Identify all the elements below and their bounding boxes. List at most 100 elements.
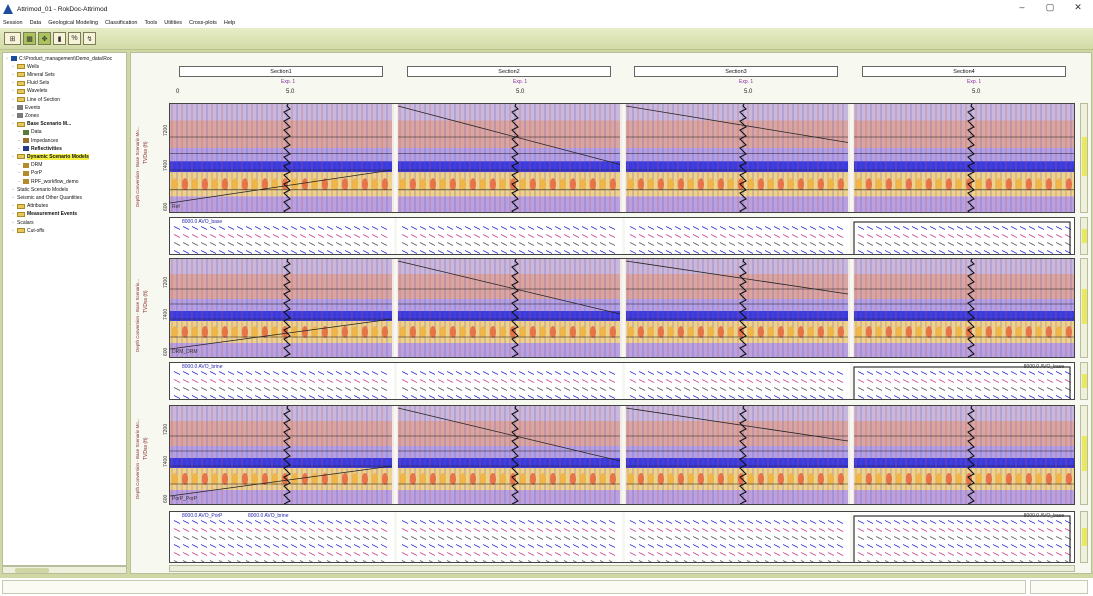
scroll-thumb[interactable] bbox=[1082, 436, 1087, 471]
section-header-3[interactable]: Section3 bbox=[634, 66, 838, 77]
plot-horizontal-scrollbar[interactable] bbox=[169, 565, 1075, 572]
seismic-track[interactable]: PorP_PorP bbox=[169, 405, 1075, 505]
expand-icon[interactable]: ◦ bbox=[18, 145, 20, 152]
tree-item[interactable]: ◦ Base Scenario M... bbox=[3, 121, 71, 128]
close-button[interactable]: ✕ bbox=[1074, 2, 1082, 12]
track-vertical-scrollbar[interactable] bbox=[1080, 258, 1088, 358]
title-bar: Attrimod_01 - RokDoc-Attrimod – ▢ ✕ bbox=[0, 0, 1093, 18]
minimize-button[interactable]: – bbox=[1019, 2, 1025, 12]
tree-item[interactable]: ◦ Line of Section bbox=[3, 96, 60, 103]
scroll-thumb[interactable] bbox=[15, 568, 49, 573]
grid-button[interactable]: ▦ bbox=[23, 32, 36, 45]
menu-help[interactable]: Help bbox=[223, 20, 236, 26]
expand-icon[interactable]: ◦ bbox=[12, 121, 14, 128]
expand-icon[interactable]: ◦ bbox=[18, 129, 20, 136]
layout-button[interactable]: ⊞ bbox=[4, 32, 21, 45]
seismic-track[interactable]: DRM_DRM bbox=[169, 258, 1075, 358]
section-divider bbox=[850, 363, 853, 399]
expand-icon[interactable]: ◦ bbox=[12, 80, 14, 87]
track-vertical-scrollbar[interactable] bbox=[1080, 362, 1088, 400]
menu-cross-plots[interactable]: Cross-plots bbox=[189, 20, 217, 26]
menu-geological-modeling[interactable]: Geological Modeling bbox=[48, 20, 99, 26]
tree-item[interactable]: ◦ Scalars bbox=[3, 219, 34, 226]
track-side-label: Depth Conversion - Base Scenario Mo... bbox=[135, 126, 140, 207]
expand-icon[interactable]: ◦ bbox=[12, 219, 14, 226]
expand-icon[interactable]: ◦ bbox=[12, 153, 14, 160]
scroll-thumb[interactable] bbox=[1082, 289, 1087, 324]
scroll-thumb[interactable] bbox=[1082, 374, 1087, 388]
expand-icon[interactable]: ◦ bbox=[12, 88, 14, 95]
tree-item[interactable]: ◦ Attributes bbox=[3, 203, 48, 210]
y-tick-label: 7400 bbox=[163, 160, 169, 172]
exp-label-1: Exp. 1 bbox=[281, 79, 296, 85]
scroll-thumb[interactable] bbox=[1082, 527, 1087, 546]
expand-icon[interactable]: ◦ bbox=[18, 137, 20, 144]
tree-item[interactable]: ◦ Static Scenario Models bbox=[3, 186, 68, 193]
battery-button[interactable]: ▮ bbox=[53, 32, 66, 45]
avo-gather-graphic bbox=[173, 221, 1072, 254]
menu-classification[interactable]: Classification bbox=[105, 20, 138, 26]
avo-track[interactable]: 8000.0 AVO_brine 8000.0 AVO_base bbox=[169, 362, 1075, 400]
y-tick-label: 7200 bbox=[163, 124, 169, 136]
section-header-1[interactable]: Section1 bbox=[179, 66, 383, 77]
track-vertical-scrollbar[interactable] bbox=[1080, 103, 1088, 213]
expand-icon[interactable]: ◦ bbox=[12, 227, 14, 234]
tree-item[interactable]: ◦ Zones bbox=[3, 112, 39, 119]
tree-item[interactable]: ◦ Data bbox=[3, 129, 41, 136]
tree-item[interactable]: ◦ DRM bbox=[3, 162, 42, 169]
expand-icon[interactable]: ◦ bbox=[6, 55, 8, 62]
menu-data[interactable]: Data bbox=[29, 20, 42, 26]
section-divider bbox=[622, 512, 625, 562]
menu-session[interactable]: Session bbox=[3, 20, 23, 26]
expand-icon[interactable]: ◦ bbox=[12, 194, 14, 201]
tree-item[interactable]: ◦ Seismic and Other Quantities bbox=[3, 194, 82, 201]
tree-item[interactable]: ◦ RPF_workflow_demo bbox=[3, 178, 78, 185]
tree-item[interactable]: ◦ Impedances bbox=[3, 137, 58, 144]
tree-item[interactable]: ◦ Mineral Sets bbox=[3, 71, 55, 78]
tool-button[interactable]: ↯ bbox=[83, 32, 96, 45]
avo-track[interactable]: 8000.0 AVO_PorP 8000.0 AVO_brine 8000.0 AV… bbox=[169, 511, 1075, 563]
tree-item[interactable]: ◦ Dynamic Scenario Models bbox=[3, 153, 89, 160]
tree-item[interactable]: ◦ Fluid Sets bbox=[3, 80, 49, 87]
expand-icon[interactable]: ◦ bbox=[12, 186, 14, 193]
seismic-track[interactable]: Ref bbox=[169, 103, 1075, 213]
tree-item[interactable]: ◦ Wavelets bbox=[3, 88, 47, 95]
tree-item[interactable]: ◦ Cut-offs bbox=[3, 227, 44, 234]
expand-icon[interactable]: ◦ bbox=[18, 162, 20, 169]
folder-icon bbox=[17, 121, 25, 127]
tree-item[interactable]: ◦ PorP bbox=[3, 170, 42, 177]
expand-icon[interactable]: ◦ bbox=[18, 178, 20, 185]
section-header-2[interactable]: Section2 bbox=[407, 66, 611, 77]
tree-horizontal-scrollbar[interactable] bbox=[2, 566, 127, 574]
tree-item[interactable]: ◦ Measurement Events bbox=[3, 211, 77, 218]
expand-icon[interactable]: ◦ bbox=[18, 170, 20, 177]
tree-item[interactable]: ◦ Reflectivities bbox=[3, 145, 62, 152]
menu-utilities[interactable]: Utilities bbox=[164, 20, 183, 26]
expand-icon[interactable]: ◦ bbox=[12, 71, 14, 78]
scroll-thumb[interactable] bbox=[1082, 137, 1087, 176]
tree-item-label: Fluid Sets bbox=[27, 80, 50, 87]
maximize-button[interactable]: ▢ bbox=[1045, 2, 1055, 12]
menu-tools[interactable]: Tools bbox=[144, 20, 158, 26]
expand-icon[interactable]: ◦ bbox=[12, 203, 14, 210]
impedance-icon bbox=[23, 138, 29, 143]
avo-track[interactable]: 8000.0 AVO_base bbox=[169, 217, 1075, 255]
expand-icon[interactable]: ◦ bbox=[12, 63, 14, 70]
expand-icon[interactable]: ◦ bbox=[12, 211, 14, 218]
tree-item-label: Attributes bbox=[27, 203, 49, 210]
expand-icon[interactable]: ◦ bbox=[12, 96, 14, 103]
percent-button[interactable]: % bbox=[68, 32, 81, 45]
exp-label-4: Exp. 1 bbox=[967, 79, 982, 85]
expand-icon[interactable]: ◦ bbox=[12, 112, 14, 119]
tree-item-label: Cut-offs bbox=[27, 227, 45, 234]
model-button[interactable]: ✥ bbox=[38, 32, 51, 45]
tree-item[interactable]: ◦ Wells bbox=[3, 63, 39, 70]
track-vertical-scrollbar[interactable] bbox=[1080, 511, 1088, 563]
section-header-4[interactable]: Section4 bbox=[862, 66, 1066, 77]
track-vertical-scrollbar[interactable] bbox=[1080, 217, 1088, 255]
scroll-thumb[interactable] bbox=[1082, 229, 1087, 243]
tree-item[interactable]: ◦ C:\Product_management\Demo_data\Roc bbox=[3, 55, 112, 62]
track-vertical-scrollbar[interactable] bbox=[1080, 405, 1088, 505]
tree-item[interactable]: ◦ Events bbox=[3, 104, 40, 111]
expand-icon[interactable]: ◦ bbox=[12, 104, 14, 111]
